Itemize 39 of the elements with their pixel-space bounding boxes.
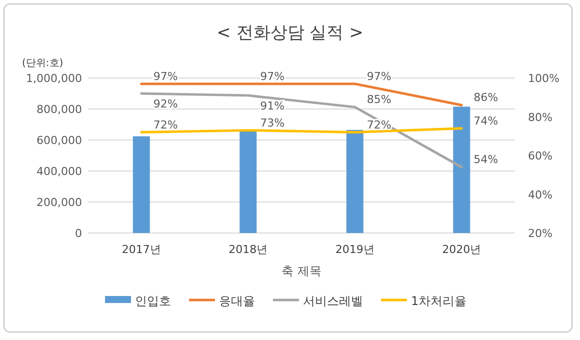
y-tick-label: 600,000: [36, 134, 82, 147]
y2-tick-label: 60%: [528, 150, 552, 162]
y-tick-label: 200,000: [36, 196, 82, 209]
bar: [132, 136, 150, 233]
data-label: 86%: [474, 91, 498, 104]
bar: [453, 106, 470, 233]
x-tick-label: 2020년: [442, 243, 482, 256]
chart-title: < 전화상담 실적 >: [216, 23, 364, 43]
data-label: 72%: [153, 118, 178, 132]
data-label: 73%: [260, 116, 285, 130]
y-tick-label: 400,000: [36, 165, 82, 178]
y2-tick-label: 20%: [528, 227, 552, 240]
legend-label: 서비스레벨: [303, 294, 363, 308]
data-label: 85%: [366, 93, 392, 106]
x-axis-title: 축 제목: [282, 264, 322, 278]
legend-label: 1차처리율: [411, 294, 467, 308]
data-label: 92%: [153, 98, 178, 110]
data-label: 97%: [260, 70, 285, 83]
y-tick-label: 1,000,000: [26, 72, 82, 85]
legend-label: 응대율: [219, 294, 255, 308]
y-tick-label: 0: [75, 227, 82, 240]
y2-tick-label: 80%: [528, 110, 552, 124]
data-label: 97%: [153, 70, 178, 83]
bar: [240, 131, 257, 233]
data-label: 54%: [474, 153, 498, 166]
data-label: 72%: [366, 118, 392, 132]
y-tick-label: 800,000: [36, 103, 82, 116]
legend-label: 인입호: [135, 294, 171, 308]
data-label: 74%: [474, 114, 498, 128]
line-series: [140, 92, 463, 168]
x-tick-label: 2017년: [122, 243, 161, 256]
y-axis-title: (단위:호): [22, 58, 64, 69]
data-label: 97%: [366, 70, 392, 83]
bar: [346, 130, 364, 233]
y2-tick-label: 40%: [528, 188, 552, 202]
y2-tick-label: 100%: [528, 72, 560, 85]
x-tick-label: 2018년: [228, 243, 268, 256]
x-tick-label: 2019년: [335, 243, 374, 256]
data-label: 91%: [260, 99, 285, 112]
